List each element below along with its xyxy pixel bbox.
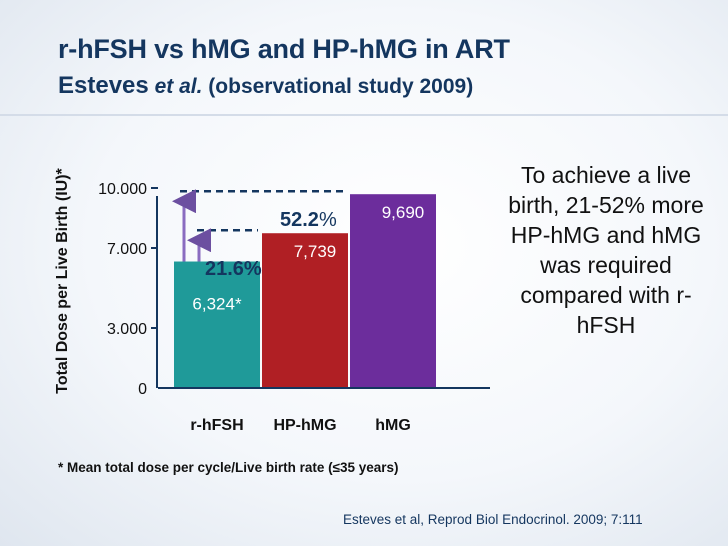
- y-tick-label: 7.000: [107, 241, 147, 258]
- footnote: * Mean total dose per cycle/Live birth r…: [58, 460, 399, 475]
- slide-title: r-hFSH vs hMG and HP-hMG in ART: [58, 34, 510, 64]
- data-label: 9,690: [382, 203, 425, 222]
- subtitle-author: Esteves: [58, 72, 149, 99]
- data-label: 7,739: [294, 242, 337, 261]
- y-axis-title: Total Dose per Live Birth (IU)*: [54, 167, 71, 393]
- slide-subtitle: Esteves et al. (observational study 2009…: [58, 72, 473, 100]
- bar-hp-hmg: [262, 233, 348, 388]
- subtitle-etal: et al.: [154, 75, 203, 98]
- x-tick-label: r-hFSH: [190, 417, 243, 434]
- data-label: 6,324*: [192, 295, 242, 314]
- y-tick-label: 0: [138, 381, 147, 398]
- annotation-52-2: 52.2%: [280, 209, 337, 231]
- citation: Esteves et al, Reprod Biol Endocrinol. 2…: [343, 512, 643, 527]
- annotation-21-6: 21.6%: [205, 258, 262, 280]
- subtitle-study: (observational study 2009): [208, 75, 474, 98]
- y-tick-label: 3.000: [107, 321, 147, 338]
- y-tick-label: 10.000: [98, 181, 147, 198]
- conclusion-text: To achieve a live birth, 21-52% more HP-…: [508, 162, 704, 338]
- x-tick-label: hMG: [375, 417, 411, 434]
- title-divider: [0, 114, 728, 116]
- bar-r-hfsh: [174, 261, 260, 388]
- x-tick-label: HP-hMG: [273, 417, 336, 434]
- bar-hmg: [350, 194, 436, 388]
